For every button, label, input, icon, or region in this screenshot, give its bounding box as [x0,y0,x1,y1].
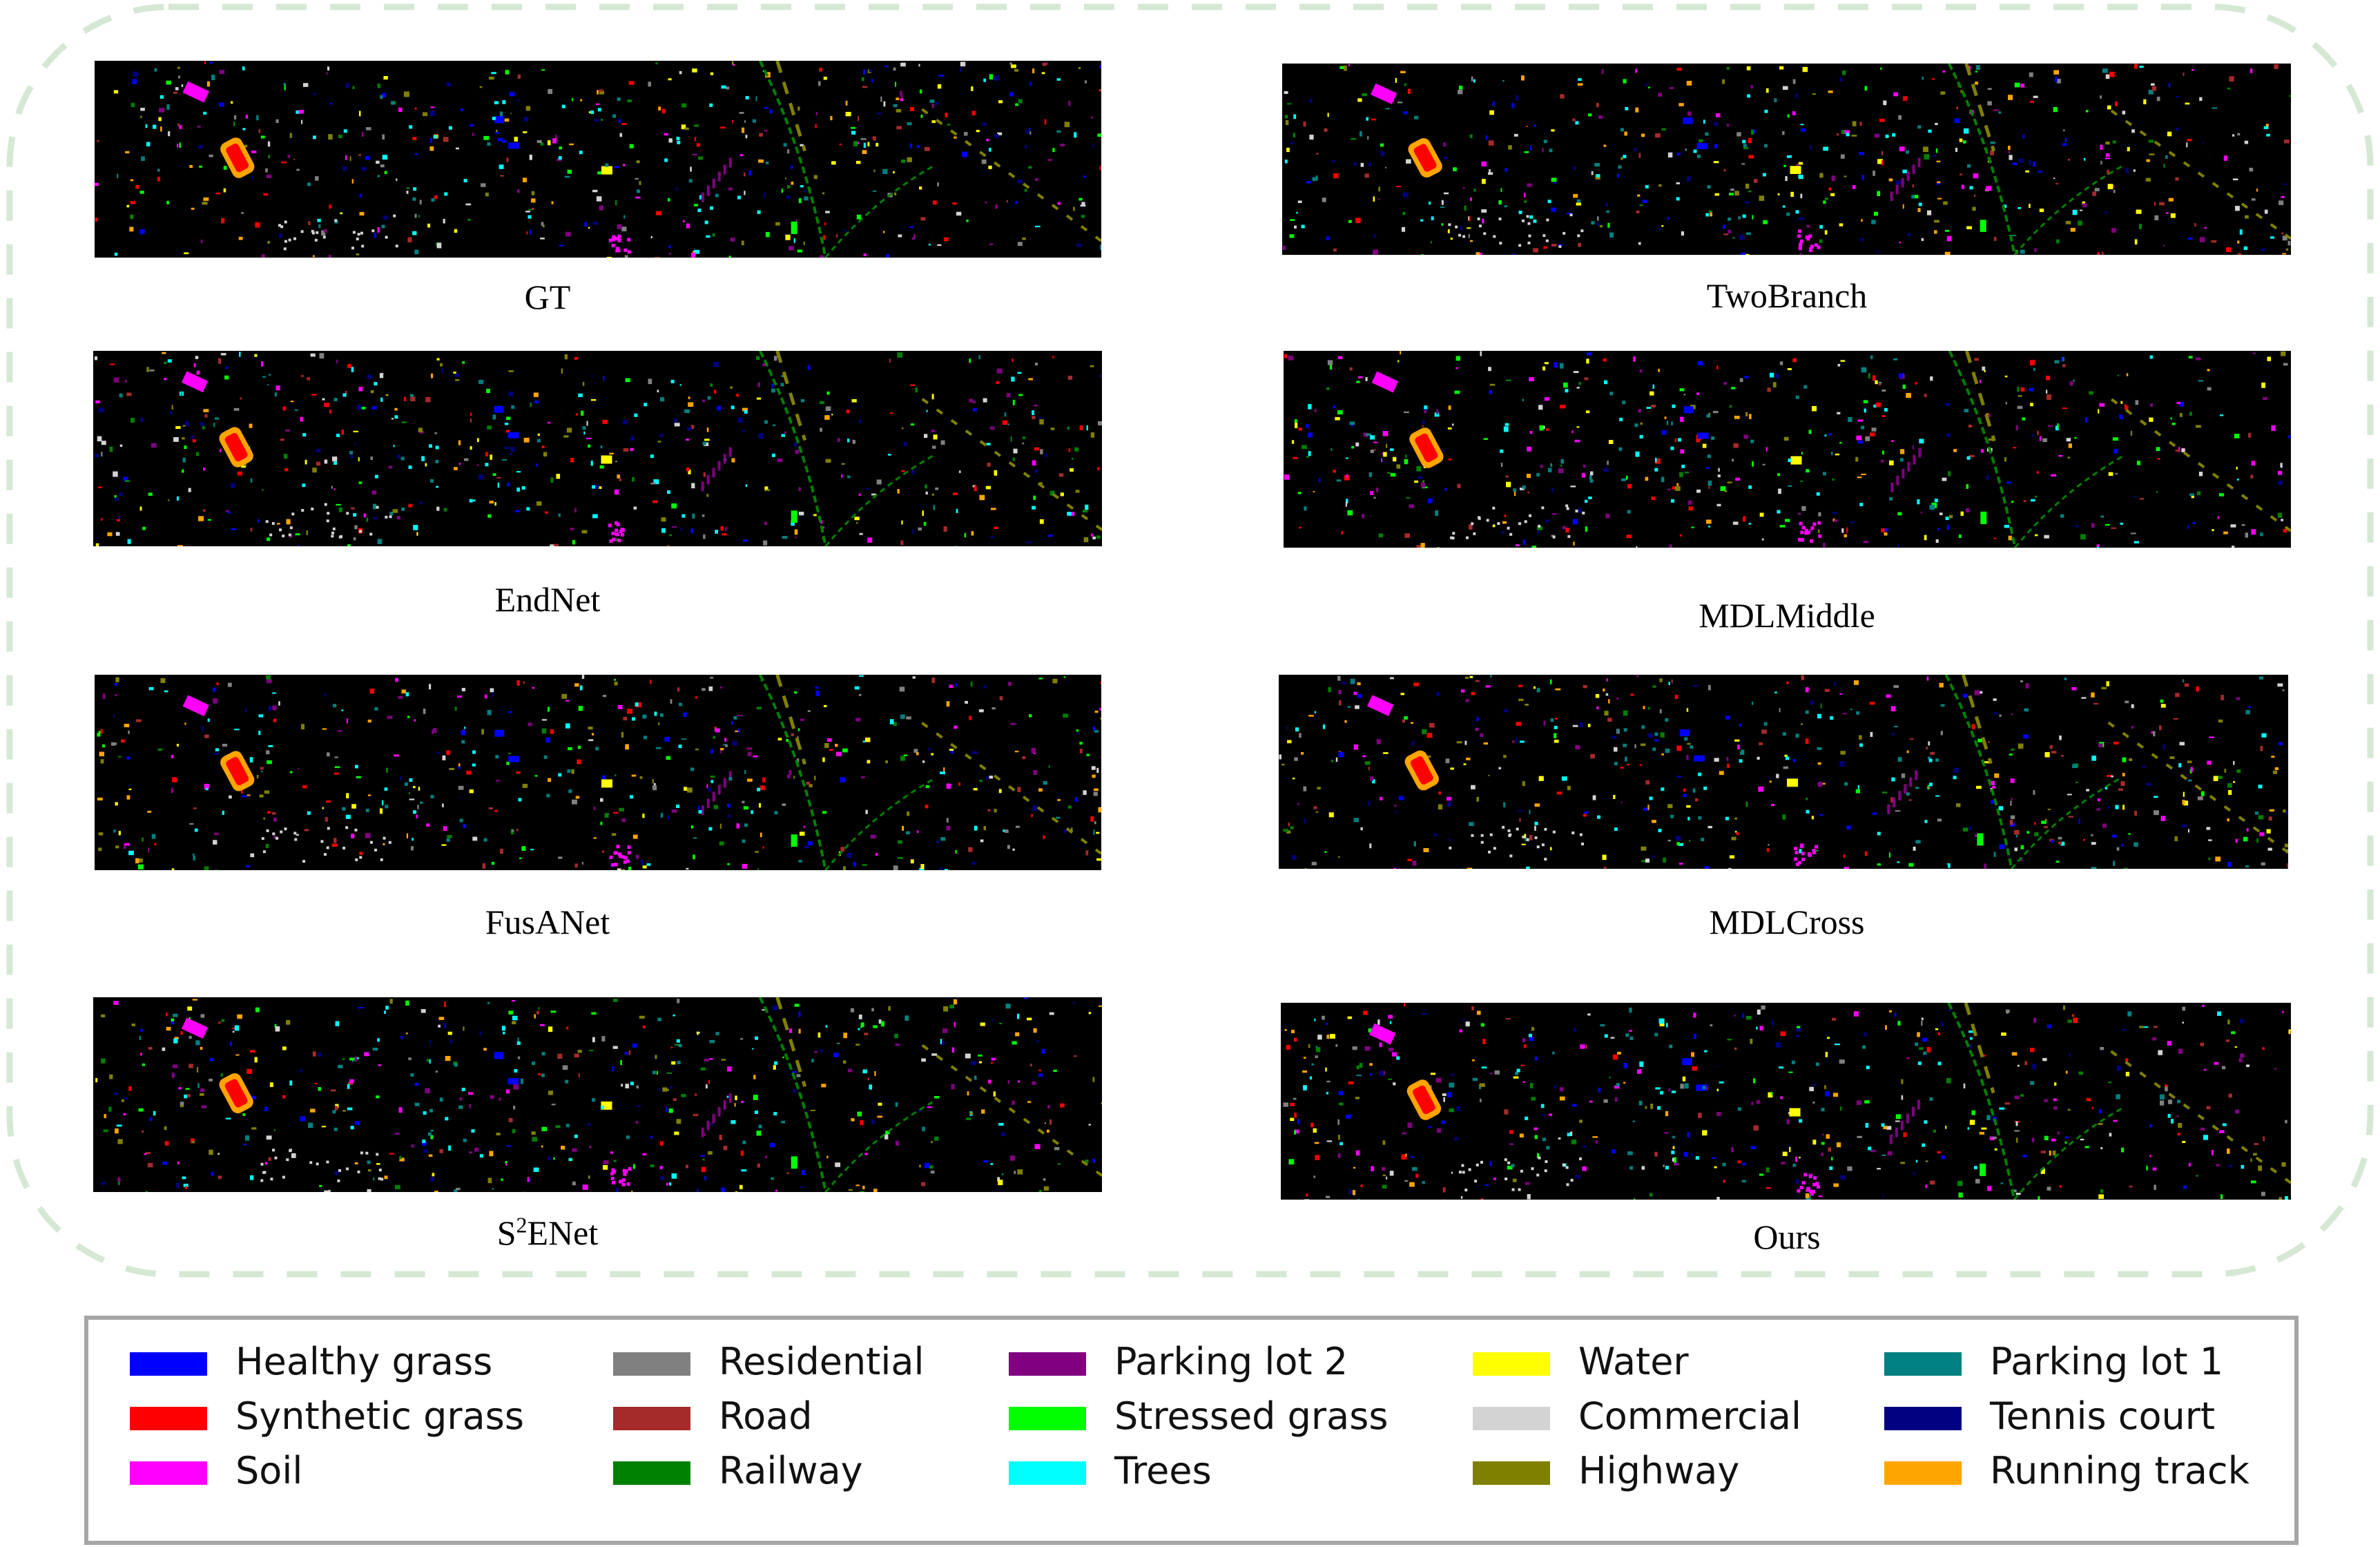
classification-map-graphic [1282,64,2291,255]
caption-fusanet: FusANet [485,903,610,941]
legend-swatch-parking-lot-2 [1009,1352,1086,1376]
legend-label-soil: Soil [235,1449,303,1492]
legend-swatch-running-track [1884,1461,1962,1485]
classification-map-endnet [93,351,1102,546]
legend-label-trees: Trees [1114,1449,1212,1492]
legend-label-railway: Railway [719,1449,863,1492]
legend-label-commercial: Commercial [1578,1394,1801,1438]
caption-ours: Ours [1753,1218,1821,1256]
classification-map-graphic [1279,675,2288,869]
legend: Healthy grass Synthetic grass Soil Resid… [84,1316,2299,1545]
legend-swatch-synthetic-grass [130,1407,207,1430]
classification-map-graphic [95,997,1102,1192]
classification-map-fusanet [95,675,1101,870]
caption-s2enet-superscript: 2 [516,1212,528,1238]
classification-map-graphic [94,351,1102,546]
legend-label-synthetic-grass: Synthetic grass [235,1394,524,1438]
legend-swatch-commercial [1473,1407,1550,1430]
classification-map-graphic [1283,1003,2291,1200]
legend-label-highway: Highway [1578,1449,1740,1492]
legend-label-tennis-court: Tennis court [1990,1394,2216,1438]
caption-s2enet-base: S [496,1213,516,1252]
legend-label-water: Water [1578,1340,1689,1383]
caption-mdlcross: MDLCross [1709,903,1865,941]
legend-label-parking-lot-1: Parking lot 1 [1990,1340,2224,1383]
classification-map-twobranch [1282,64,2291,255]
caption-s2enet: S2ENet [306,1212,789,1253]
classification-map-ours [1281,1003,2291,1200]
caption-endnet: EndNet [494,580,601,619]
caption-gt: GT [524,278,571,316]
classification-map-mdlcross [1279,675,2288,869]
legend-label-running-track: Running track [1990,1449,2250,1492]
classification-map-mdlmiddle [1284,351,2291,548]
legend-label-parking-lot-2: Parking lot 2 [1114,1340,1348,1383]
legend-swatch-stressed-grass [1009,1407,1086,1430]
legend-swatch-highway [1473,1461,1550,1485]
legend-label-stressed-grass: Stressed grass [1114,1394,1389,1438]
legend-label-healthy-grass: Healthy grass [235,1340,493,1383]
caption-twobranch: TwoBranch [1706,276,1868,315]
legend-swatch-healthy-grass [130,1352,207,1376]
legend-label-residential: Residential [719,1340,925,1383]
caption-s2enet-rest: ENet [527,1213,599,1252]
dashed-frame [6,3,2374,1278]
legend-swatch-tennis-court [1884,1407,1962,1430]
legend-swatch-soil [130,1461,207,1485]
classification-map-graphic [97,675,1101,870]
legend-swatch-trees [1009,1461,1086,1485]
classification-map-graphic [95,61,1101,258]
classification-map-gt [95,61,1101,258]
legend-swatch-parking-lot-1 [1884,1352,1962,1376]
legend-swatch-railway [613,1461,690,1485]
legend-swatch-residential [613,1352,690,1376]
caption-mdlmiddle: MDLMiddle [1699,596,1875,635]
legend-swatch-water [1473,1352,1550,1376]
classification-map-graphic [1284,351,2291,548]
legend-label-road: Road [719,1394,813,1438]
classification-map-s2enet [93,997,1102,1192]
legend-swatch-road [613,1407,690,1430]
